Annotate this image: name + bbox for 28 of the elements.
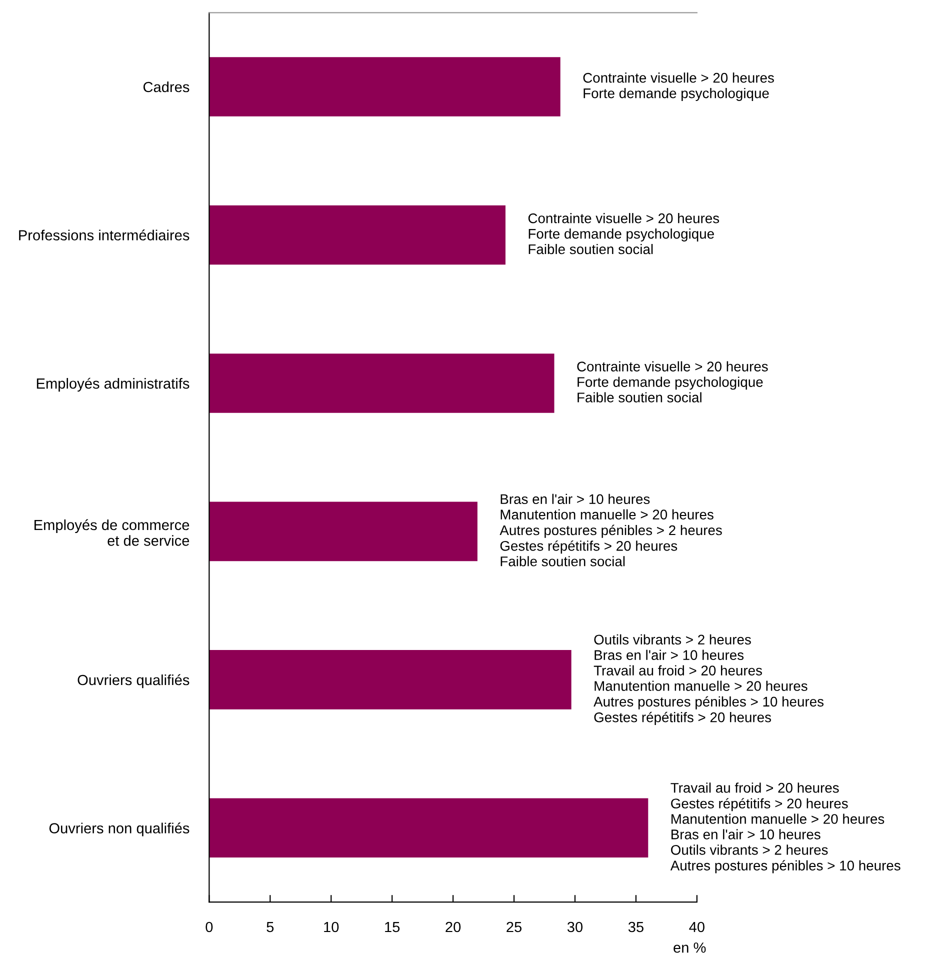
y-tick-label: Ouvriers non qualifiés	[49, 822, 190, 836]
y-tick-label: Ouvriers qualifiés	[78, 674, 190, 688]
x-tick-label: 0	[206, 922, 213, 932]
y-tick-label: Cadres	[143, 81, 190, 92]
x-tick-label: 5	[266, 922, 274, 932]
annotation: Outils vibrants > 2 heures Bras en l'air > 10 heures Travail au froid > 20 heures Manutention manuelle > 20 heures Autres postures pénibles > 10 heures Gestes répétitifs > 20 heures	[594, 634, 824, 726]
annotation: Contrainte visuelle > 20 heures Forte demande psychologique Faible soutien social	[577, 361, 768, 402]
x-tick-label: 30	[567, 922, 583, 932]
bar	[209, 798, 648, 858]
bar	[209, 502, 478, 562]
annotation: Bras en l'air > 10 heures Manutention manuelle > 20 heures Autres postures pénibles > 2 heures Gestes répétitifs > 20 heures Faible soutien social	[500, 494, 722, 566]
bar	[209, 205, 506, 265]
bar	[209, 650, 572, 710]
annotation: Contrainte visuelle > 20 heures Forte demande psychologique Faible soutien social	[528, 213, 720, 254]
bar	[209, 354, 554, 413]
x-axis-title: en %	[674, 942, 706, 953]
y-tick-label: Employés de commerce et de service	[34, 519, 190, 546]
annotation: Travail au froid > 20 heures Gestes répétitifs > 20 heures Manutention manuelle > 20 heures Bras en l'air > 10 heures Outils vibrants > 2 heures Autres postures pénibles > 10 heures	[670, 782, 900, 874]
y-tick-label: Professions intermédiaires	[19, 230, 190, 240]
y-tick-label: Employés administratifs	[36, 378, 190, 392]
bar	[209, 57, 560, 116]
x-tick-label: 15	[385, 922, 400, 932]
x-tick-label: 40	[689, 922, 704, 932]
x-tick-label: 10	[324, 922, 339, 932]
annotation: Contrainte visuelle > 20 heures Forte demande psychologique	[583, 72, 774, 101]
x-tick-label: 25	[506, 922, 522, 932]
x-tick-label: 35	[628, 922, 644, 932]
x-tick-label: 20	[446, 922, 461, 932]
